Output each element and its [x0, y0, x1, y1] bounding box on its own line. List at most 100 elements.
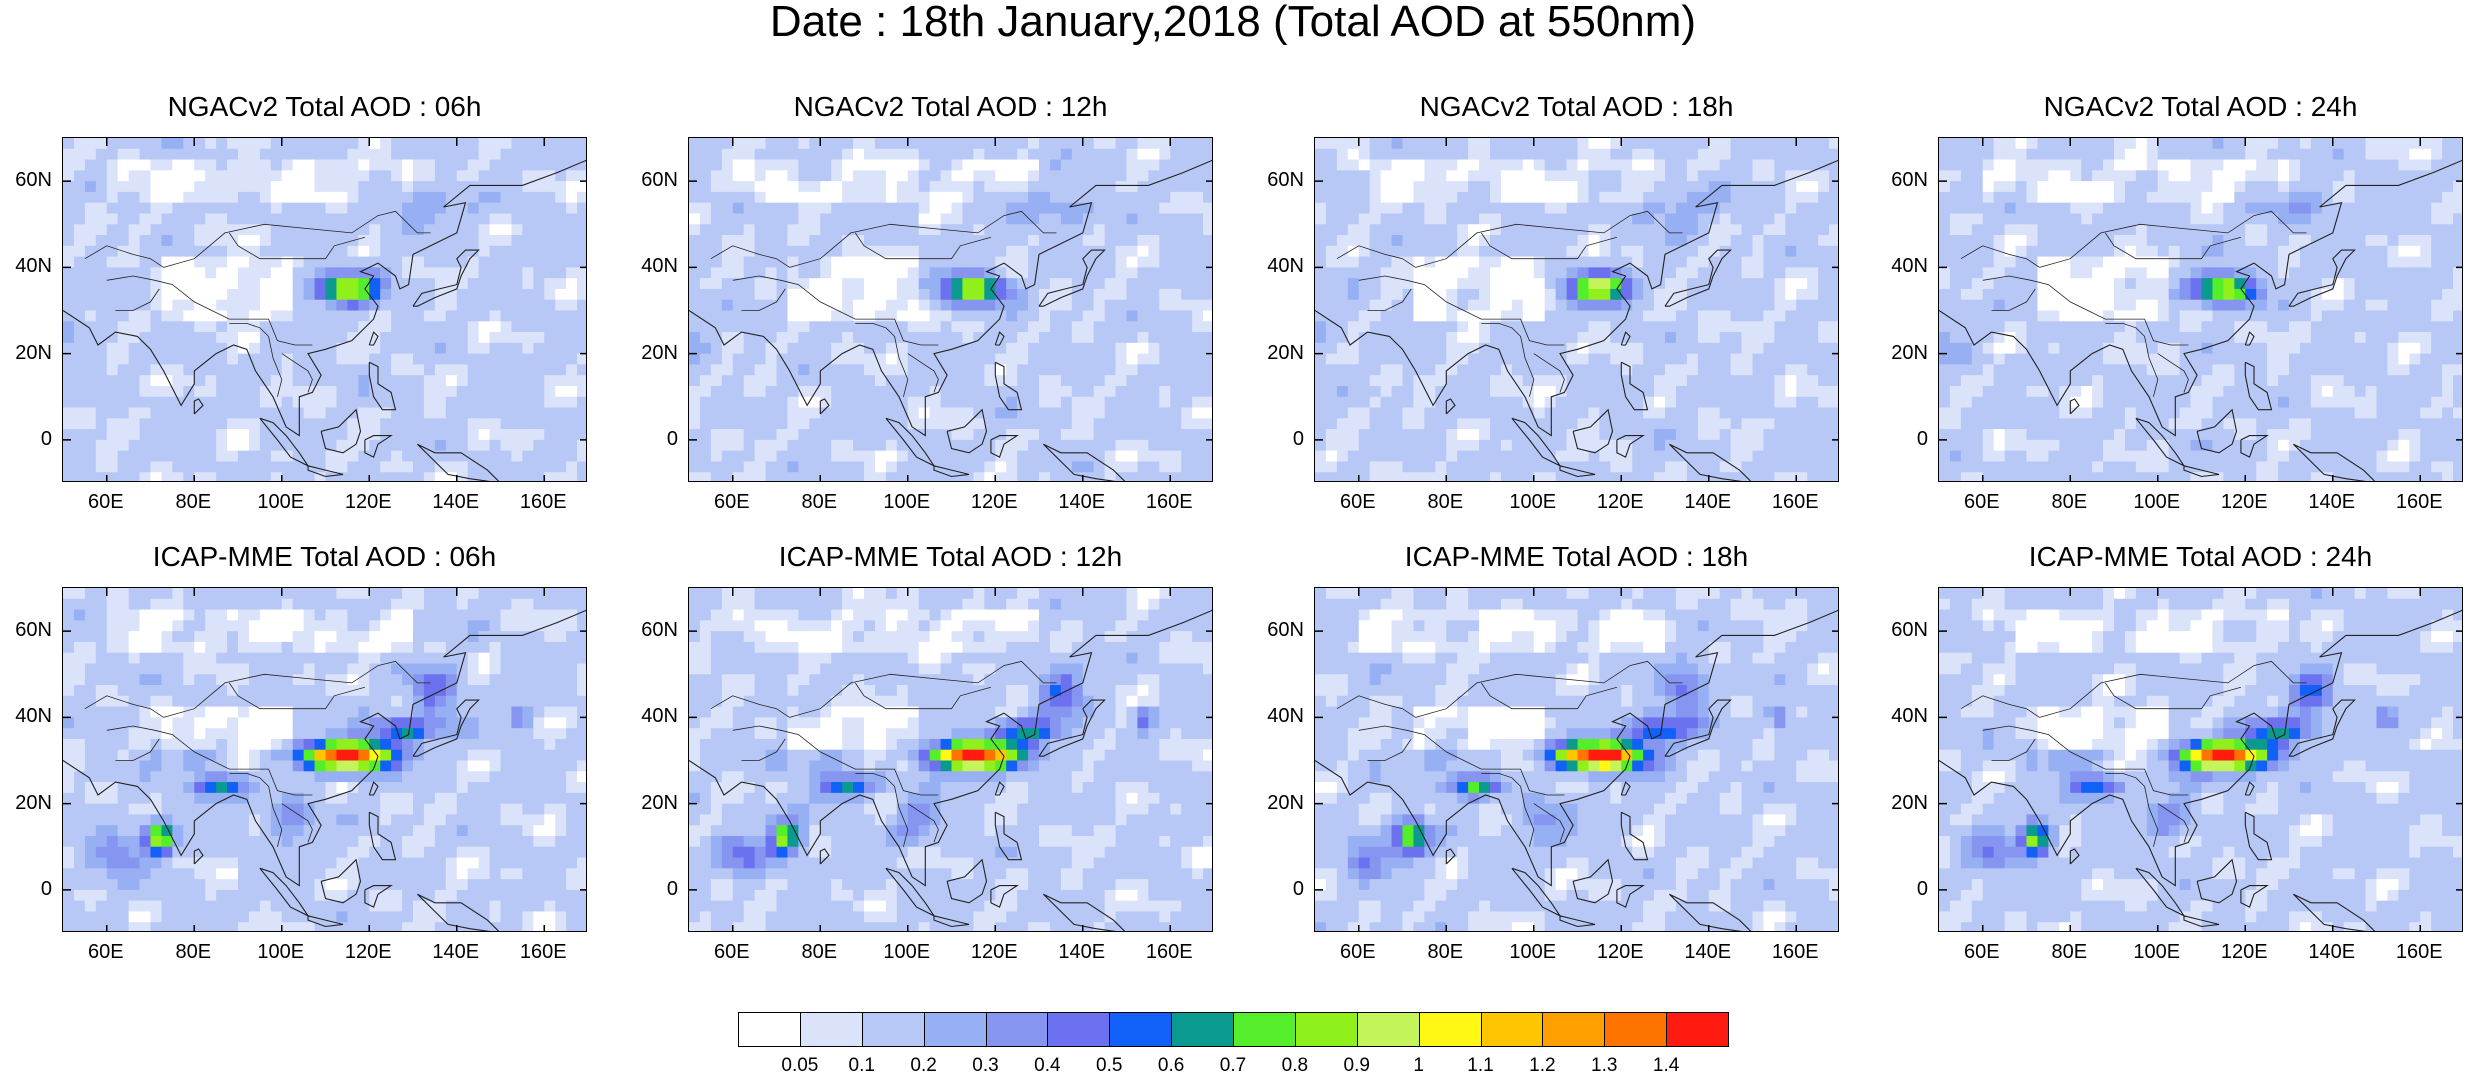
aod-cell — [424, 472, 436, 482]
aod-cell — [544, 213, 556, 224]
aod-cell — [172, 375, 184, 386]
aod-cell — [1083, 397, 1095, 408]
aod-cell — [1698, 170, 1710, 181]
aod-cell — [118, 170, 130, 181]
aod-cell — [555, 472, 567, 482]
aod-cell — [1370, 364, 1382, 375]
aod-cell — [161, 138, 173, 149]
aod-cell — [1050, 311, 1062, 322]
aod-cell — [282, 181, 294, 192]
aod-cell — [533, 149, 545, 160]
aod-cell — [1127, 246, 1139, 257]
aod-cell — [1159, 192, 1171, 203]
aod-cell — [205, 192, 217, 203]
aod-cell — [1413, 181, 1425, 192]
aod-cell — [722, 192, 734, 203]
aod-cell — [1720, 354, 1732, 365]
aod-cell — [700, 321, 712, 332]
aod-cell — [358, 181, 370, 192]
aod-cell — [129, 472, 141, 482]
aod-cell — [1039, 332, 1051, 343]
aod-cell — [1315, 375, 1327, 386]
aod-cell — [424, 408, 436, 419]
aod-cell — [962, 138, 974, 149]
aod-cell — [1512, 138, 1524, 149]
aod-cell — [1599, 181, 1611, 192]
aod-cell — [1763, 300, 1775, 311]
aod-cell — [326, 429, 338, 440]
aod-cell — [205, 149, 217, 160]
aod-cell — [875, 267, 887, 278]
aod-cell — [908, 138, 920, 149]
aod-cell — [260, 461, 272, 472]
aod-cell — [1105, 278, 1117, 289]
aod-cell — [777, 235, 789, 246]
aod-cell — [1720, 332, 1732, 343]
aod-cell — [107, 321, 119, 332]
aod-cell — [842, 321, 854, 332]
aod-cell — [1796, 192, 1808, 203]
aod-cell — [183, 246, 195, 257]
aod-cell — [326, 386, 338, 397]
aod-cell — [908, 300, 920, 311]
aod-cell — [1446, 418, 1458, 429]
aod-cell — [402, 375, 414, 386]
aod-cell — [1709, 408, 1721, 419]
aod-cell — [490, 257, 502, 268]
aod-cell — [533, 192, 545, 203]
aod-cell — [744, 278, 756, 289]
aod-cell — [205, 472, 217, 482]
aod-cell — [238, 397, 250, 408]
aod-cell — [842, 246, 854, 257]
aod-cell — [1632, 278, 1644, 289]
aod-cell — [962, 192, 974, 203]
aod-cell — [1545, 213, 1557, 224]
aod-cell — [1203, 440, 1213, 451]
aod-cell — [875, 408, 887, 419]
aod-cell — [1796, 354, 1808, 365]
aod-cell — [886, 440, 898, 451]
aod-cell — [1599, 375, 1611, 386]
aod-cell — [1753, 311, 1765, 322]
aod-cell — [96, 440, 108, 451]
aod-cell — [722, 267, 734, 278]
aod-cell — [1017, 246, 1029, 257]
aod-cell — [962, 289, 974, 300]
aod-cell — [973, 429, 985, 440]
aod-cell — [908, 440, 920, 451]
aod-cell — [1413, 472, 1425, 482]
aod-cell — [689, 149, 701, 160]
aod-cell — [358, 408, 370, 419]
aod-cell — [107, 181, 119, 192]
aod-cell — [2256, 170, 2268, 181]
aod-cell — [435, 138, 447, 149]
aod-cell — [1006, 289, 1018, 300]
aod-cell — [304, 375, 316, 386]
aod-cell — [336, 429, 348, 440]
aod-cell — [1348, 278, 1360, 289]
aod-cell — [369, 192, 381, 203]
aod-cell — [446, 440, 458, 451]
aod-cell — [831, 429, 843, 440]
aod-cell — [304, 418, 316, 429]
aod-cell — [984, 300, 996, 311]
aod-cell — [347, 311, 359, 322]
aod-cell — [479, 149, 491, 160]
aod-cell — [1720, 181, 1732, 192]
aod-cell — [689, 461, 701, 472]
aod-cell — [522, 451, 534, 462]
aod-cell — [1785, 224, 1797, 235]
aod-cell — [85, 408, 97, 419]
aod-cell — [1039, 397, 1051, 408]
aod-cell — [1457, 451, 1469, 462]
aod-cell — [1763, 257, 1775, 268]
aod-cell — [1105, 170, 1117, 181]
aod-cell — [544, 181, 556, 192]
aod-cell — [522, 354, 534, 365]
aod-cell — [831, 181, 843, 192]
aod-cell — [238, 267, 250, 278]
aod-cell — [1545, 354, 1557, 365]
aod-cell — [402, 354, 414, 365]
aod-cell — [1337, 440, 1349, 451]
aod-cell — [809, 429, 821, 440]
